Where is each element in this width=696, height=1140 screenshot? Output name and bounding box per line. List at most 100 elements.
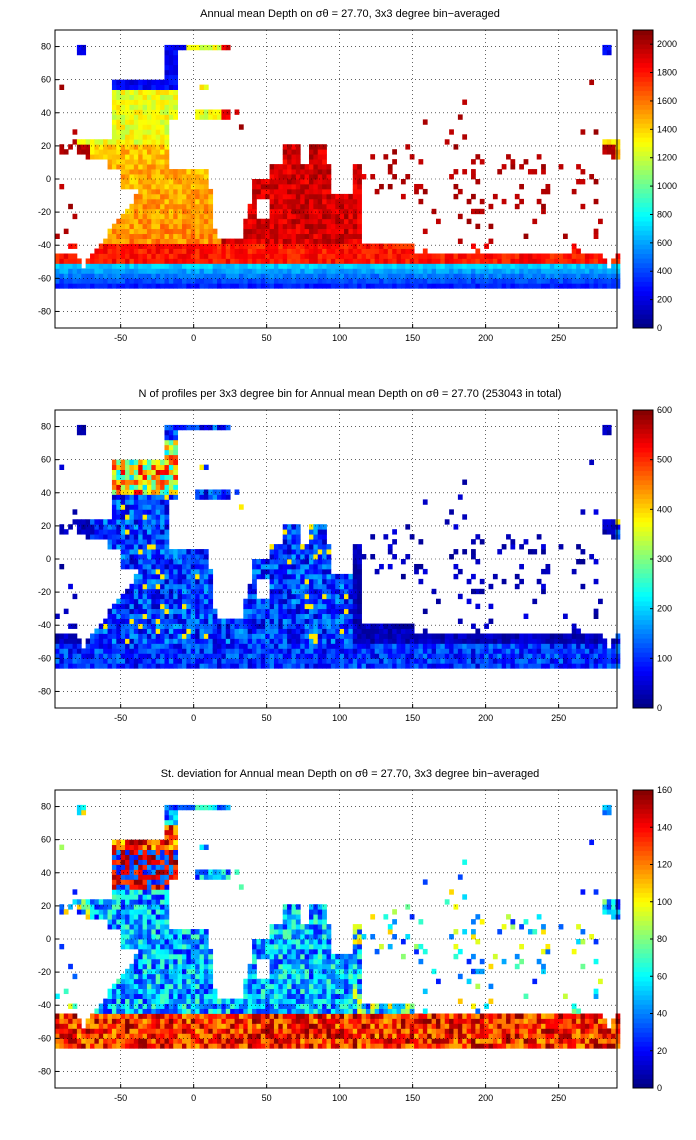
heatmap-cell xyxy=(304,563,310,570)
heatmap-cell xyxy=(593,253,599,259)
heatmap-cell xyxy=(506,638,511,644)
heatmap-cell xyxy=(365,283,371,289)
heatmap-cell xyxy=(527,633,533,639)
heatmap-cell xyxy=(173,84,179,90)
heatmap-cell xyxy=(168,218,174,225)
heatmap-cell xyxy=(190,273,196,279)
heatmap-cell xyxy=(182,44,187,51)
heatmap-cell xyxy=(63,663,69,669)
heatmap-cell xyxy=(116,859,122,865)
heatmap-cell xyxy=(422,119,428,125)
heatmap-cell xyxy=(409,658,415,664)
heatmap-cell xyxy=(230,638,235,644)
colorbar-segment xyxy=(633,675,653,681)
heatmap-cell xyxy=(116,233,122,239)
heatmap-cell xyxy=(383,268,389,274)
heatmap-cell xyxy=(164,183,170,190)
heatmap-cell xyxy=(322,174,327,180)
y-tick-label: -80 xyxy=(38,306,51,316)
heatmap-cell xyxy=(440,658,446,664)
heatmap-cell xyxy=(317,638,323,644)
heatmap-cell xyxy=(133,139,139,145)
heatmap-cell xyxy=(304,588,310,595)
heatmap-cell xyxy=(151,124,157,130)
heatmap-cell xyxy=(133,208,139,215)
heatmap-cell xyxy=(107,258,113,264)
heatmap-cell xyxy=(225,243,231,249)
heatmap-cell xyxy=(265,633,270,639)
heatmap-cell xyxy=(142,99,148,105)
heatmap-cell xyxy=(475,223,481,230)
heatmap-cell xyxy=(466,638,472,644)
heatmap-cell xyxy=(449,283,454,289)
colorbar-segment xyxy=(633,76,653,82)
heatmap-cell xyxy=(532,653,538,659)
heatmap-cell xyxy=(111,489,117,495)
heatmap-cell xyxy=(291,534,297,540)
heatmap-cell xyxy=(94,278,100,284)
heatmap-cell xyxy=(558,643,564,649)
heatmap-cell xyxy=(615,534,621,540)
heatmap-cell xyxy=(252,228,257,235)
heatmap-cell xyxy=(536,638,542,644)
heatmap-cell xyxy=(81,648,87,654)
heatmap-cell xyxy=(510,658,516,664)
heatmap-cell xyxy=(317,258,323,264)
heatmap-cell xyxy=(151,603,157,610)
heatmap-cell xyxy=(103,1008,108,1014)
heatmap-cell xyxy=(230,253,235,259)
heatmap-cell xyxy=(291,628,297,634)
heatmap-cell xyxy=(326,238,332,244)
heatmap-cell xyxy=(361,283,367,289)
heatmap-cell xyxy=(55,253,60,259)
heatmap-cell xyxy=(308,223,314,230)
heatmap-cell xyxy=(335,623,341,629)
heatmap-cell xyxy=(212,268,218,274)
heatmap-cell xyxy=(160,464,165,470)
heatmap-cell xyxy=(164,663,170,669)
heatmap-cell xyxy=(506,534,511,540)
heatmap-cell xyxy=(125,263,130,269)
heatmap-cell xyxy=(168,484,174,490)
heatmap-cell xyxy=(304,623,310,629)
heatmap-cell xyxy=(111,613,117,619)
x-tick-label: -50 xyxy=(114,713,127,723)
heatmap-cell xyxy=(326,559,332,565)
heatmap-cell xyxy=(541,549,546,555)
heatmap-cell xyxy=(352,638,358,644)
heatmap-cell xyxy=(370,663,376,669)
heatmap-cell xyxy=(199,278,205,284)
heatmap-cell xyxy=(510,638,516,644)
heatmap-cell xyxy=(151,539,157,545)
heatmap-cell xyxy=(234,263,240,269)
heatmap-cell xyxy=(558,253,564,259)
heatmap-cell xyxy=(291,658,297,664)
heatmap-cell xyxy=(598,638,603,644)
heatmap-cell xyxy=(387,563,393,570)
heatmap-cell xyxy=(195,554,200,560)
heatmap-cell xyxy=(532,549,538,555)
heatmap-cell xyxy=(252,179,257,185)
heatmap-cell xyxy=(217,658,222,664)
heatmap-cell xyxy=(111,864,117,870)
heatmap-cell xyxy=(400,179,406,185)
heatmap-cell xyxy=(164,114,170,120)
heatmap-cell xyxy=(90,529,95,535)
heatmap-cell xyxy=(142,598,148,605)
heatmap-cell xyxy=(208,489,214,495)
heatmap-cell xyxy=(365,253,371,259)
heatmap-cell xyxy=(164,243,170,249)
heatmap-cell xyxy=(212,489,218,495)
heatmap-cell xyxy=(313,238,319,244)
heatmap-cell xyxy=(238,653,244,659)
heatmap-cell xyxy=(273,263,279,269)
heatmap-cell xyxy=(549,643,555,649)
heatmap-cell xyxy=(173,243,179,249)
heatmap-cell xyxy=(155,203,161,210)
heatmap-cell xyxy=(593,283,599,289)
heatmap-cell xyxy=(173,578,179,585)
heatmap-cell xyxy=(457,114,463,120)
colorbar-tick-label: 200 xyxy=(657,604,672,614)
heatmap-cell xyxy=(111,998,117,1004)
heatmap-cell xyxy=(76,524,82,530)
